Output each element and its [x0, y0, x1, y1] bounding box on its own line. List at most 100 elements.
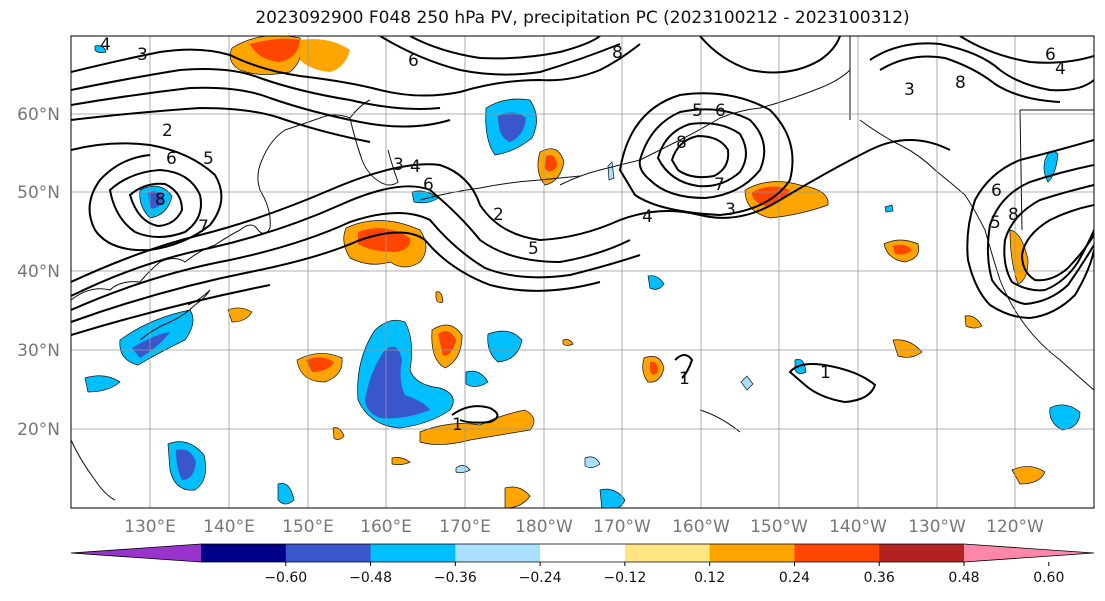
precip-blob	[1009, 229, 1029, 285]
coastline-na	[859, 119, 1094, 391]
colorbar-tick-label: 0.60	[1033, 570, 1064, 586]
precip-blob	[94, 45, 107, 54]
lon-label: 170°W	[593, 517, 651, 537]
pv-contour	[966, 139, 1094, 320]
precip-blob	[647, 275, 665, 290]
pv-contour	[71, 212, 641, 311]
precip-blob	[250, 38, 300, 62]
contour-label: 6	[408, 51, 419, 71]
pv-contour	[71, 43, 641, 97]
colorbar-extend-low	[71, 544, 201, 562]
pv-contour	[379, 36, 621, 76]
latitude-labels: 60°N 50°N 40°N 30°N 20°N	[17, 105, 60, 440]
pv-contour	[451, 405, 499, 424]
colorbar-tick-label: 0.36	[864, 570, 895, 586]
contour-label: 2	[493, 205, 504, 225]
precip-blob	[277, 483, 295, 505]
coastline-na-inner	[1019, 109, 1094, 231]
pv-contour	[869, 42, 1094, 92]
lat-label: 20°N	[17, 420, 60, 440]
pv-contour	[71, 185, 631, 297]
lat-label: 30°N	[17, 341, 60, 361]
pv-contour	[879, 55, 1061, 103]
colorbar-tick-label: 0.24	[779, 570, 810, 586]
lon-label: 120°W	[986, 517, 1044, 537]
colorbar-outline	[70, 543, 1095, 563]
lat-label: 40°N	[17, 262, 60, 282]
precip-blob	[964, 315, 983, 329]
contour-label: 8	[1008, 205, 1019, 225]
map-area: 4 3 6 2 6 8 7 5 3 4 6 2 5 8 8 5 6 7 4 3 …	[71, 35, 1094, 508]
precip-blob	[332, 427, 345, 440]
pv-contour	[71, 284, 271, 336]
colorbar-tick-label: 0.12	[694, 570, 725, 586]
colorbar-segment	[794, 544, 880, 562]
precip-blob	[455, 465, 471, 474]
contour-label: 4	[100, 35, 111, 55]
contour-label: 5	[692, 101, 703, 121]
precip-blob	[607, 161, 615, 181]
pv-contour	[71, 139, 951, 283]
contour-label: 6	[166, 149, 177, 169]
precip-blob	[391, 457, 411, 466]
contour-label: 3	[725, 200, 736, 220]
colorbar-tick-label: −0.60	[264, 570, 307, 586]
lat-label: 60°N	[17, 105, 60, 125]
pv-contour	[1020, 204, 1094, 282]
colorbar-tick-label: 0.48	[948, 570, 979, 586]
contour-label: 8	[155, 190, 166, 210]
contour-label: 5	[528, 239, 539, 259]
colorbar-extend-high	[964, 544, 1094, 562]
contour-label: 3	[137, 45, 148, 65]
pv-contour	[71, 106, 371, 143]
map-frame	[70, 35, 1095, 509]
contour-label: 8	[955, 73, 966, 93]
coastlines	[71, 36, 1094, 501]
colorbar-tick-label: −0.12	[603, 570, 646, 586]
precipitation-shading	[84, 36, 1081, 508]
precip-blob	[176, 449, 196, 480]
contour-label: 1	[452, 415, 463, 435]
colorbar: −0.60 −0.48 −0.36 −0.24 −0.12 0.12 0.24 0.36 0.4…	[70, 543, 1095, 586]
precip-blob	[1049, 404, 1081, 431]
contour-label: 8	[676, 133, 687, 153]
lon-label: 180°W	[515, 517, 573, 537]
precip-blob	[487, 330, 523, 363]
coastline-aleutians	[419, 175, 581, 201]
contour-label: 1	[820, 363, 831, 383]
colorbar-segment	[709, 544, 795, 562]
lon-label: 150°W	[750, 517, 808, 537]
pv-contour	[71, 68, 441, 110]
contour-label: 3	[393, 155, 404, 175]
contour-label: 6	[715, 101, 726, 121]
pv-contour	[656, 122, 747, 188]
pv-contour	[670, 134, 730, 179]
contour-label: 4	[1055, 59, 1066, 79]
lon-label: 130°W	[908, 517, 966, 537]
pv-contours	[71, 36, 1094, 424]
lon-label: 160°E	[360, 517, 412, 537]
precip-blob	[84, 375, 121, 393]
colorbar-segment	[879, 544, 965, 562]
contour-label: 7	[198, 217, 209, 237]
contour-labels: 4 3 6 2 6 8 7 5 3 4 6 2 5 8 8 5 6 7 4 3 …	[100, 35, 1066, 435]
precip-blob	[545, 155, 557, 172]
colorbar-segment	[370, 544, 456, 562]
pv-contour	[959, 36, 1094, 64]
precip-blob	[584, 456, 601, 468]
contour-label: 7	[714, 175, 725, 195]
coastline-hawaii	[699, 409, 741, 433]
precip-blob	[306, 357, 334, 372]
lon-label: 140°E	[203, 517, 255, 537]
lon-label: 170°E	[439, 517, 491, 537]
pv-contour	[674, 354, 694, 379]
lon-label: 130°E	[124, 517, 176, 537]
contour-label: 8	[612, 43, 623, 63]
contour-label: 6	[423, 175, 434, 195]
colorbar-segment	[201, 544, 287, 562]
precip-blob	[599, 488, 626, 508]
coastline-kamchatka	[349, 117, 399, 186]
precip-blob	[148, 191, 164, 209]
lon-label: 160°W	[672, 517, 730, 537]
pv-contour	[618, 92, 794, 217]
